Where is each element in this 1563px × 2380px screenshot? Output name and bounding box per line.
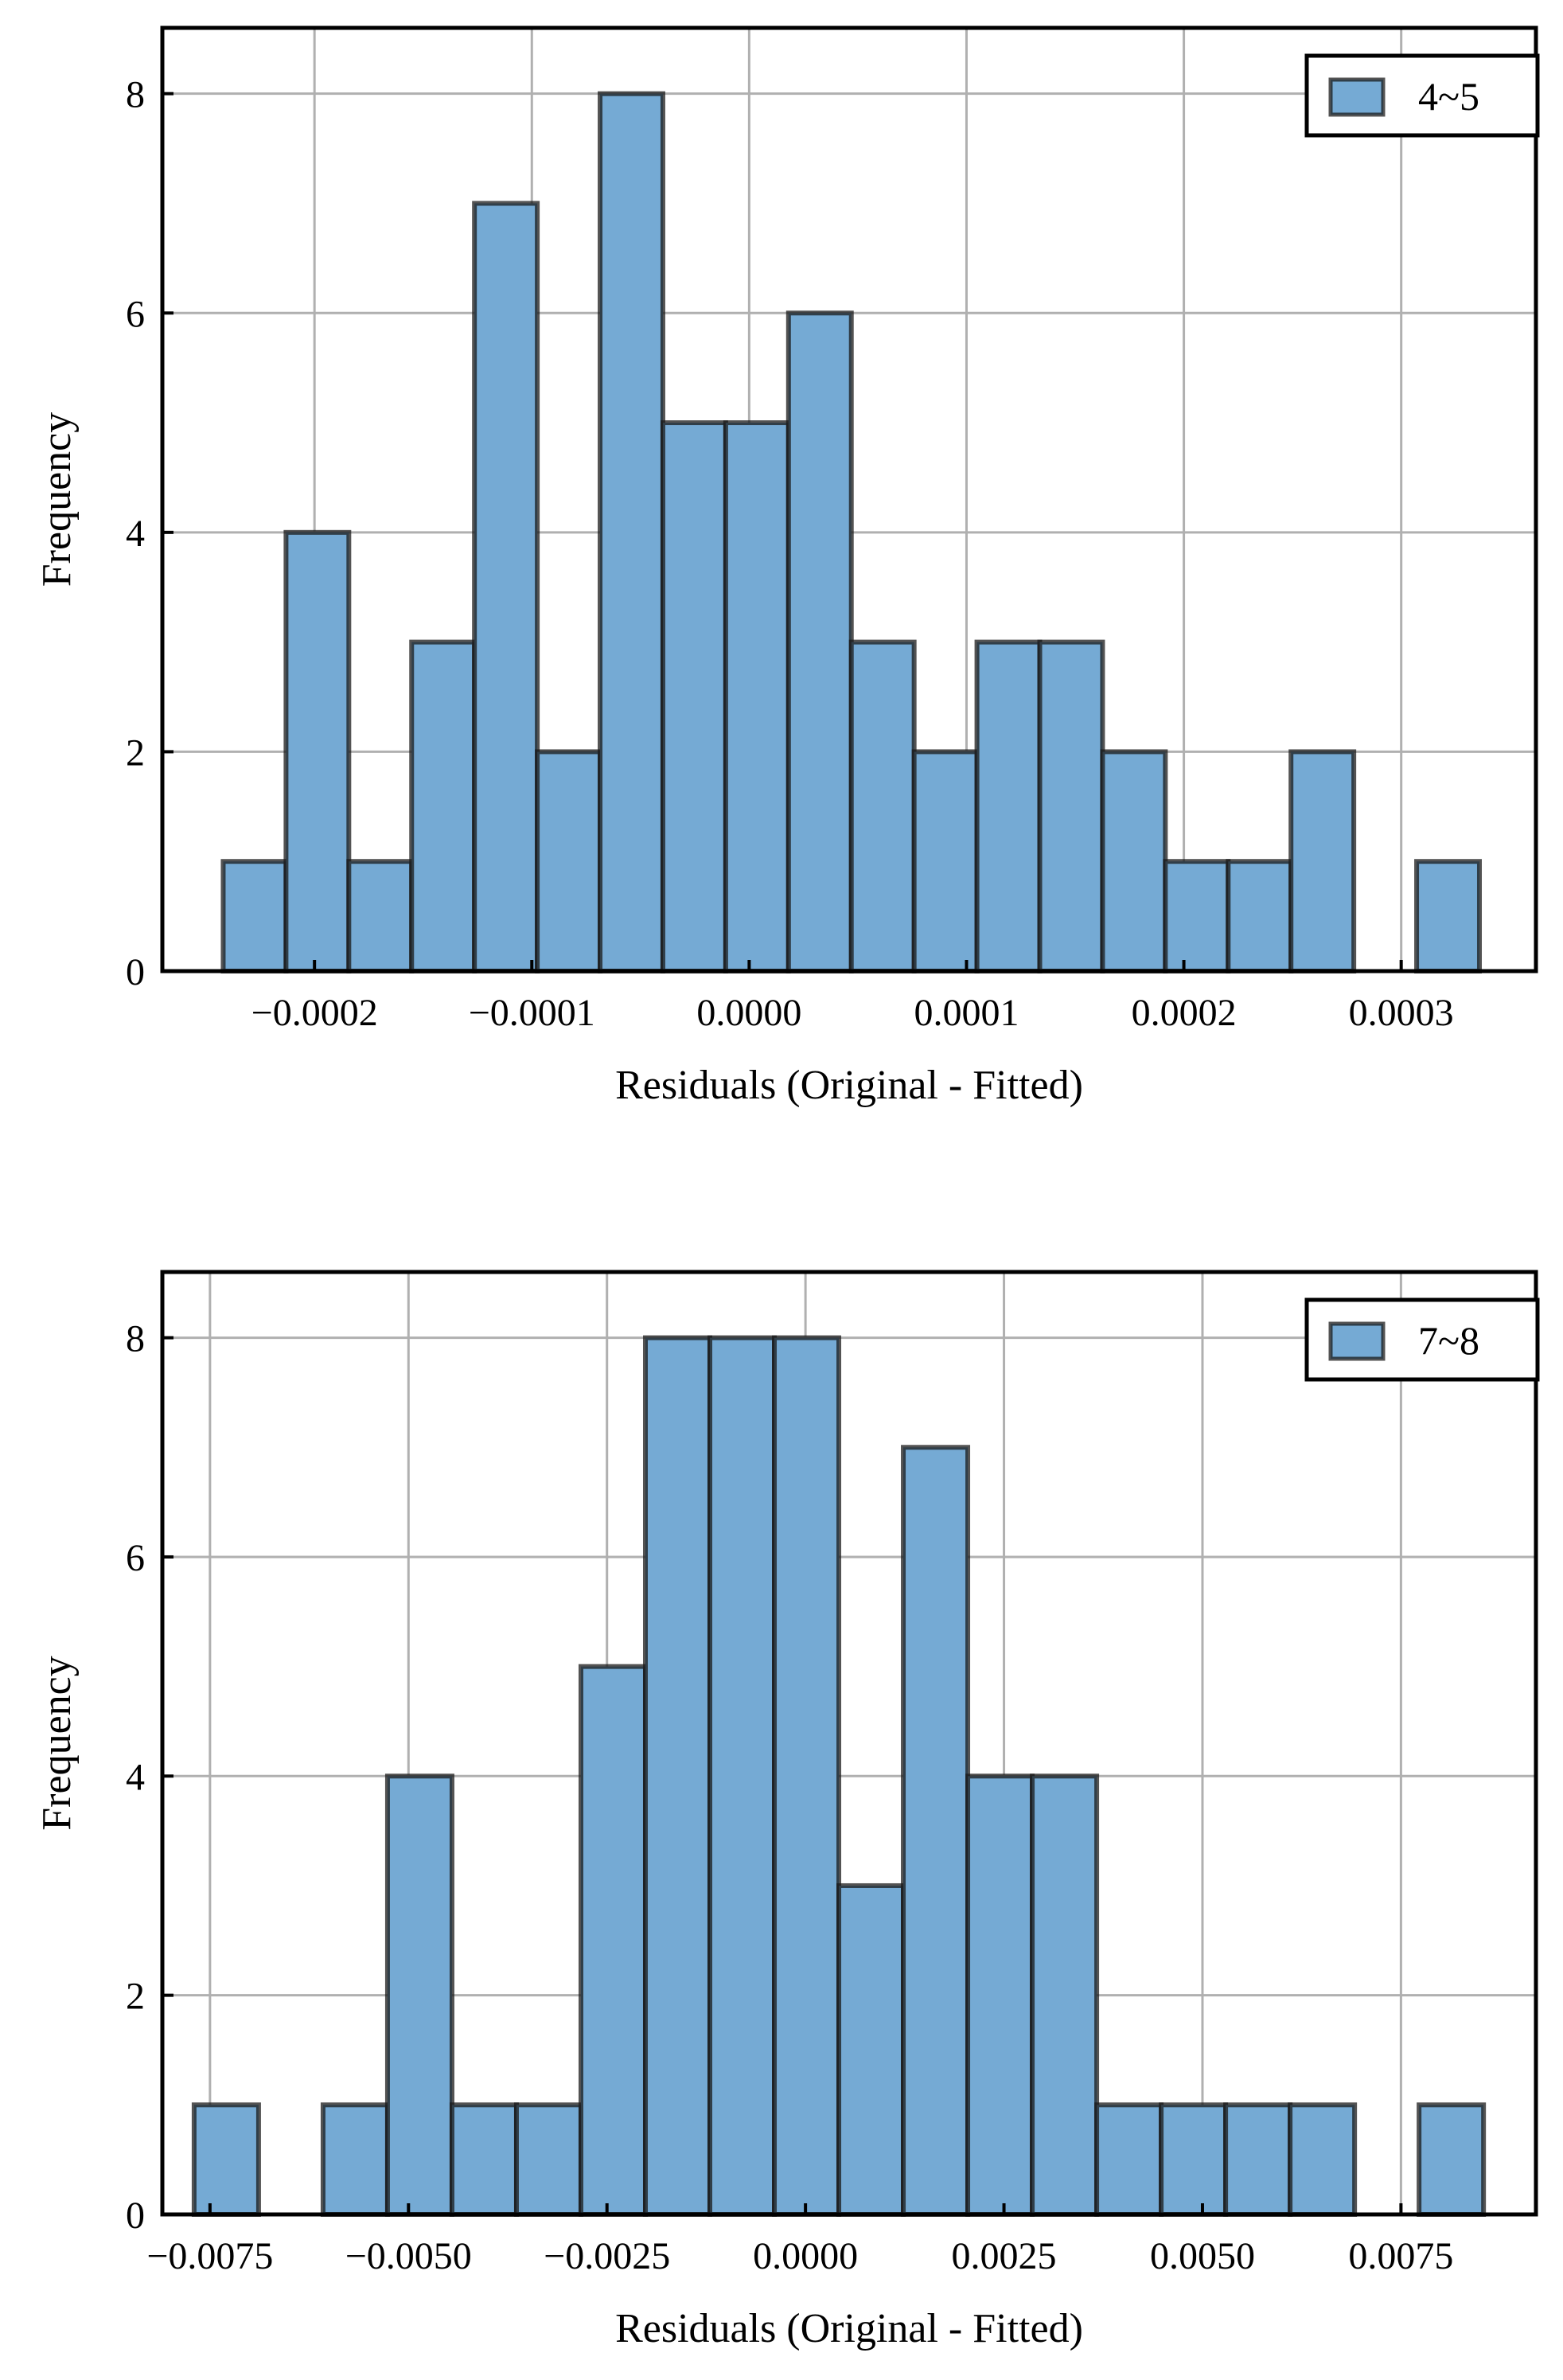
histogram-bar [1159, 2102, 1229, 2218]
histogram-bar [1100, 749, 1168, 973]
x-tick-label: 0.0075 [1348, 2235, 1453, 2277]
legend-label: 4~5 [1418, 74, 1479, 119]
histogram-bar [1030, 1773, 1100, 2217]
legend-label: 7~8 [1418, 1318, 1479, 1363]
histogram-bar [409, 639, 477, 974]
histogram-bar [1226, 859, 1294, 974]
histogram-bar [598, 91, 665, 973]
histogram-bar [1414, 859, 1482, 974]
plot-frame [160, 25, 1538, 973]
x-tick-label: 0.0000 [753, 2235, 858, 2277]
histogram-bar [1288, 2102, 1358, 2218]
histogram-bar [965, 1773, 1035, 2217]
x-axis-title: Residuals (Original - Fitted) [615, 2306, 1083, 2351]
x-tick-label: −0.0002 [251, 992, 378, 1034]
histogram-bar [707, 1335, 778, 2217]
y-tick-label: 8 [126, 74, 145, 116]
legend-swatch [1328, 77, 1386, 117]
histogram-bar [772, 1335, 842, 2217]
y-tick-label: 0 [126, 2195, 145, 2237]
histogram-bar [1163, 859, 1231, 974]
histogram-bar [1094, 2102, 1164, 2218]
histogram-bar [1037, 639, 1105, 974]
x-tick-label: 0.0000 [696, 992, 801, 1034]
y-tick-label: 2 [126, 732, 145, 774]
x-axis-title: Residuals (Original - Fitted) [615, 1063, 1083, 1108]
y-tick-label: 6 [126, 293, 145, 335]
histogram-bar [974, 639, 1043, 974]
histogram-bar [535, 749, 603, 973]
histogram-bar [642, 1335, 713, 2217]
chart-panel-2: −0.0075 −0.0050 −0.0025 0.0000 0.0025 0.0050 0… [34, 1270, 1540, 2351]
legend: 4~5 [1304, 53, 1540, 138]
y-tick-label: 4 [126, 513, 145, 555]
histogram-bar [1288, 749, 1357, 973]
x-tick-label: 0.0025 [952, 2235, 1057, 2277]
histogram-bar [346, 859, 415, 974]
y-axis-title: Frequency [34, 412, 80, 587]
histogram-bar [283, 529, 352, 973]
histogram-bar [836, 1883, 906, 2218]
legend-swatch [1328, 1321, 1386, 1361]
histogram-bar [1417, 2102, 1487, 2218]
x-tick-label: 0.0050 [1150, 2235, 1255, 2277]
histogram-bar [220, 859, 289, 974]
x-tick-label: −0.0075 [146, 2235, 273, 2277]
histogram-bar [660, 420, 728, 973]
x-tick-label: 0.0001 [914, 992, 1019, 1034]
plot-frame [160, 1270, 1538, 2217]
histogram-bar [848, 639, 917, 974]
x-tick-label: −0.0050 [345, 2235, 472, 2277]
histogram-bar [901, 1445, 971, 2217]
x-tick-label: −0.0025 [544, 2235, 670, 2277]
histogram-bar [1223, 2102, 1293, 2218]
histogram-bar [578, 1664, 648, 2217]
legend: 7~8 [1304, 1297, 1540, 1382]
y-tick-label: 6 [126, 1537, 145, 1579]
y-tick-label: 8 [126, 1318, 145, 1360]
histogram-bar [191, 2102, 261, 2218]
histogram-bar [723, 420, 791, 973]
y-axis-title: Frequency [34, 1656, 80, 1830]
x-tick-label: 0.0002 [1132, 992, 1237, 1034]
histogram-bar [384, 1773, 454, 2217]
y-tick-label: 4 [126, 1756, 145, 1798]
histogram-bar [785, 310, 854, 974]
y-tick-label: 2 [126, 1976, 145, 2018]
histogram-bar [513, 2102, 583, 2218]
histogram-bar [320, 2102, 390, 2218]
chart-panel-1: −0.0002 −0.0001 0.0000 0.0001 0.0002 0.0003 0 2… [34, 25, 1540, 1108]
histogram-bar [472, 201, 540, 974]
y-tick-label: 0 [126, 951, 145, 993]
x-tick-label: 0.0003 [1349, 992, 1454, 1034]
histogram-bar [911, 749, 980, 973]
x-tick-label: −0.0001 [469, 992, 595, 1034]
histogram-bar [449, 2102, 519, 2218]
